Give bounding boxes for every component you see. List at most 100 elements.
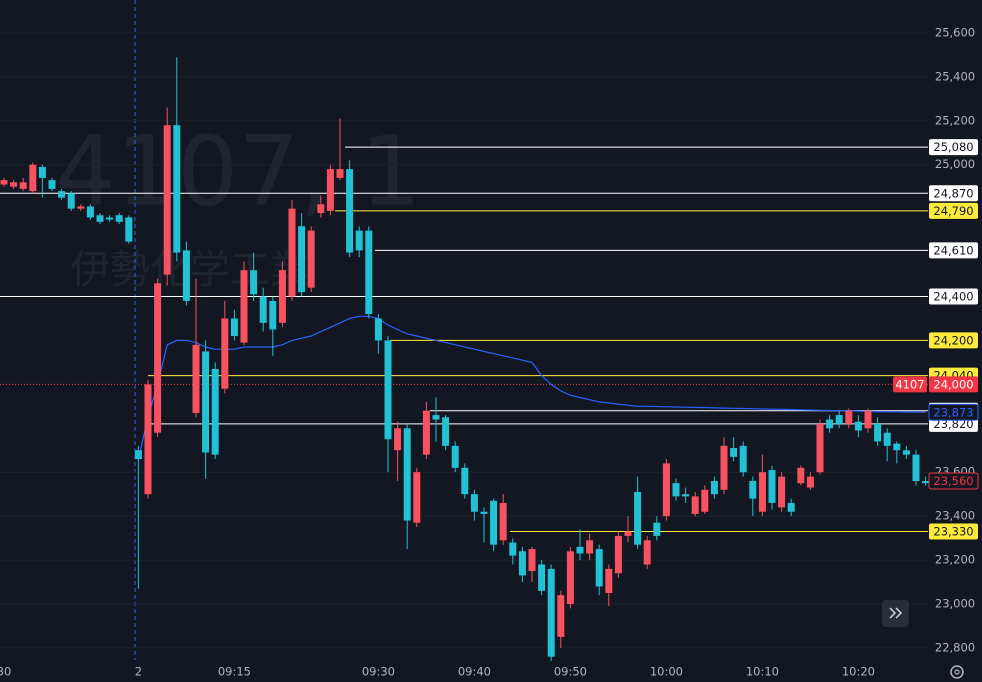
candle-body: [211, 368, 219, 455]
candle-body: [730, 448, 738, 457]
x-tick-label: 2: [135, 665, 142, 679]
candle-body: [384, 340, 392, 440]
price-label-box: [929, 376, 978, 393]
candle-body: [394, 428, 402, 451]
candle-body: [538, 564, 546, 591]
candle-body: [154, 283, 162, 433]
x-tick-label: 09:15: [218, 665, 251, 679]
candle-body: [883, 432, 891, 446]
candle-body: [634, 491, 642, 545]
watermark-symbol: 4107, 1: [55, 115, 421, 227]
candle-body: [173, 125, 181, 253]
candle-body: [547, 568, 555, 657]
y-tick-label: 25,400: [935, 69, 975, 83]
candle-body: [595, 549, 603, 587]
candle-body: [566, 551, 574, 604]
candle-body: [806, 476, 814, 488]
y-tick-label: 23,000: [935, 596, 975, 610]
price-label: 23,330: [933, 525, 973, 539]
candle-body: [19, 182, 27, 189]
candle-body: [48, 180, 56, 189]
candle-body: [374, 318, 382, 341]
candle-body: [0, 180, 8, 185]
price-label: 23,873: [933, 405, 973, 419]
candle-body: [778, 476, 786, 508]
price-label: 24,000: [933, 377, 973, 391]
price-label-box: [929, 332, 978, 349]
x-tick-label: 09:30: [362, 665, 395, 679]
candle-body: [86, 206, 94, 218]
candle-body: [528, 549, 536, 572]
candle-body: [403, 428, 411, 521]
candle-body: [672, 483, 680, 497]
y-tick-label: 23,400: [935, 509, 975, 523]
candle-body: [691, 496, 699, 514]
candle-body: [326, 169, 334, 211]
candle-body: [355, 230, 363, 251]
candle-body: [912, 454, 920, 481]
price-label-box: [929, 139, 978, 156]
candle-body: [250, 270, 258, 295]
candle-body: [787, 502, 795, 512]
y-tick-label: 22,800: [935, 640, 975, 654]
candle-body: [662, 463, 670, 517]
candle-body: [739, 445, 747, 473]
candle-body: [710, 480, 718, 495]
candle-body: [624, 531, 632, 536]
candle-body: [845, 410, 853, 424]
symbol-label: 4107: [895, 377, 924, 391]
y-tick-label: 25,000: [935, 157, 975, 171]
candle-body: [854, 421, 862, 431]
candle-body: [461, 467, 469, 495]
candle-body: [518, 551, 526, 576]
price-label: 24,200: [933, 333, 973, 347]
candle-body: [682, 494, 690, 497]
candle-body: [58, 191, 66, 198]
watermark-name: 伊勢化学工業: [70, 247, 310, 293]
price-label: 24,400: [933, 290, 973, 304]
price-label: 25,080: [933, 140, 973, 154]
price-label: 24,610: [933, 243, 973, 257]
price-label: 24,870: [933, 186, 973, 200]
candle-body: [509, 542, 517, 556]
price-label-box: [929, 288, 978, 305]
candle-body: [768, 470, 776, 503]
candle-body: [298, 226, 306, 293]
candle-body: [586, 540, 594, 554]
candle-body: [701, 489, 709, 512]
candle-body: [278, 270, 286, 323]
candle-body: [490, 500, 498, 545]
y-tick-label: 25,600: [935, 25, 975, 39]
scroll-button[interactable]: [882, 600, 909, 627]
candle-body: [643, 540, 651, 565]
symbol-label-box: [893, 376, 927, 393]
candle-body: [202, 351, 210, 453]
candle-body: [115, 215, 123, 222]
candle-body: [144, 384, 152, 495]
candle-body: [720, 445, 728, 490]
price-label-box: [929, 242, 978, 259]
price-label-box: [929, 523, 978, 540]
settings-button[interactable]: [950, 665, 964, 679]
candle-body: [653, 522, 661, 536]
candle-body: [38, 166, 46, 178]
candle-body: [432, 415, 440, 420]
candle-body: [221, 318, 229, 389]
candle-body: [29, 164, 37, 192]
candle-body: [336, 169, 344, 178]
vwap-line: [137, 315, 926, 460]
candle-body: [557, 595, 565, 637]
candle-body: [106, 217, 114, 220]
candle-body: [874, 423, 882, 442]
candle-body: [125, 217, 133, 242]
candle-body: [816, 423, 824, 473]
candle-body: [758, 472, 766, 512]
candle-body: [365, 230, 373, 315]
candle-body: [422, 410, 430, 455]
candle-body: [922, 480, 930, 484]
candle-body: [346, 169, 354, 253]
candle-body: [182, 250, 190, 301]
x-tick-label: 10:00: [650, 665, 683, 679]
